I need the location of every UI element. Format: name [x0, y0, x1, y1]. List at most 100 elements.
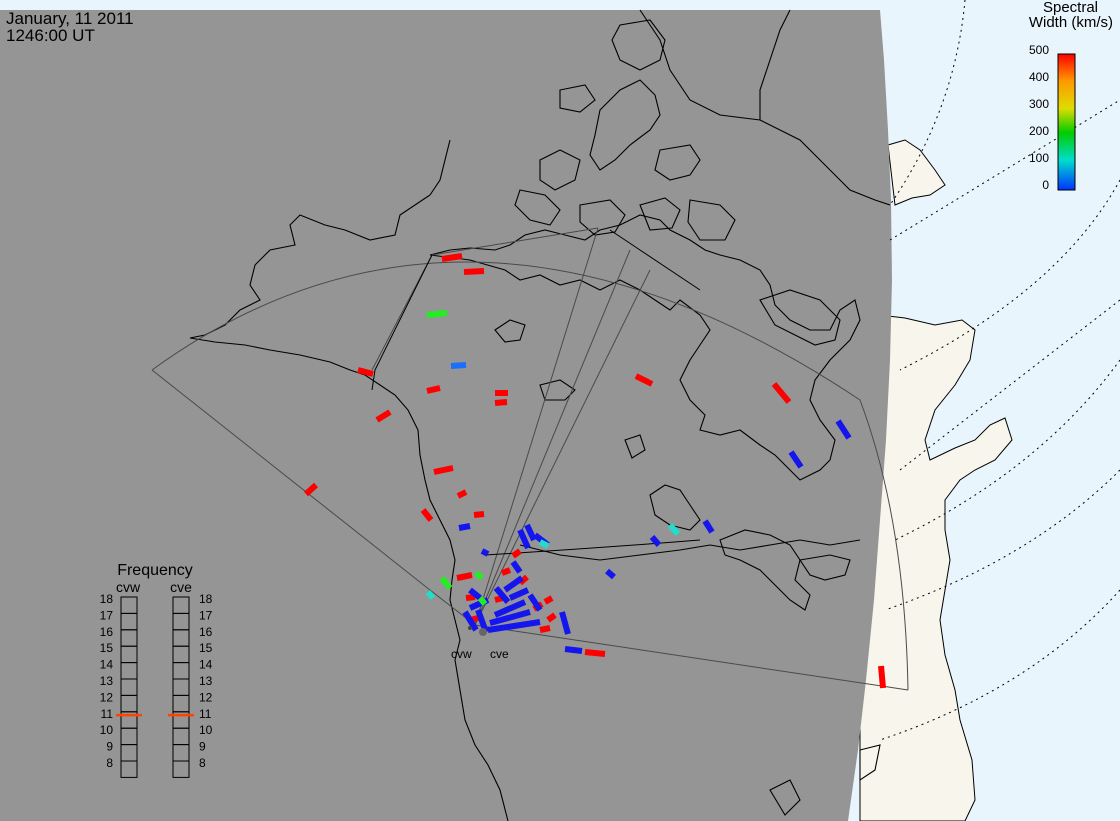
frequency-scale-label: 12: [100, 690, 114, 704]
echo: [508, 587, 530, 601]
frequency-scale-label: 14: [199, 658, 213, 672]
night-region: [0, 10, 892, 821]
frequency-title: Frequency: [117, 562, 193, 579]
colorbar-title-2: Width (km/s): [1029, 14, 1113, 31]
radar-label-cvw: cvw: [451, 647, 472, 661]
radar-fov: [151, 227, 909, 691]
echo: [605, 568, 616, 580]
frequency-col-cvw: cvw: [116, 579, 141, 595]
frequency-scale-label: 9: [199, 740, 206, 754]
colorbar-tick: 200: [1029, 124, 1049, 138]
frequency-scale-label: 11: [101, 707, 114, 721]
echo: [493, 586, 511, 604]
echo: [634, 373, 654, 387]
echo: [456, 489, 468, 499]
echo: [450, 362, 467, 369]
frequency-scale-label: 17: [199, 608, 213, 622]
echo: [465, 594, 476, 601]
echo: [462, 610, 479, 632]
dayside-land-east-coast: [859, 314, 1013, 821]
echo: [702, 519, 715, 534]
frequency-scale-label: 11: [199, 707, 212, 721]
frequency-panel: Frequency cvw cve 18 18 17 17 16 16 15 15 14 14 13…: [100, 562, 213, 778]
echo: [433, 465, 454, 475]
frequency-scale-label: 13: [100, 674, 114, 688]
echo: [439, 576, 453, 590]
frequency-scale-label: 9: [106, 740, 113, 754]
radar-site-marker: [468, 626, 472, 630]
echo: [524, 523, 537, 542]
echo: [564, 646, 583, 654]
echo: [375, 409, 392, 423]
echo: [771, 382, 792, 404]
echo: [510, 560, 523, 574]
frequency-scale-label: 10: [199, 723, 213, 737]
colorbar-tick: 500: [1029, 43, 1049, 57]
colorbar-tick: 100: [1029, 151, 1049, 165]
echo: [425, 590, 436, 600]
frequency-scale-label: 12: [199, 690, 213, 704]
colorbar-scale: [1057, 53, 1076, 191]
radar-echoes: [303, 253, 886, 689]
frequency-cell: [172, 760, 190, 778]
echo: [538, 539, 550, 549]
frequency-col-cve: cve: [170, 579, 192, 595]
echo: [546, 612, 557, 623]
coordinate-grid: [879, 0, 1120, 741]
echo: [473, 511, 485, 518]
frequency-scale-label: 15: [199, 641, 213, 655]
echo: [474, 570, 484, 581]
echo: [426, 385, 441, 394]
echo: [463, 268, 485, 275]
frequency-cell: [120, 760, 138, 778]
echo: [878, 665, 886, 689]
echo: [539, 625, 551, 633]
echo: [527, 593, 543, 612]
echo: [494, 399, 508, 406]
colorbar-tick: 300: [1029, 97, 1049, 111]
echo: [500, 567, 512, 576]
dayside-land-greenland-tip: [887, 139, 946, 206]
frequency-scale-label: 14: [100, 658, 114, 672]
colorbar: Spectral Width (km/s) 500 400 300 200 10…: [1029, 0, 1113, 192]
frequency-scale-label: 16: [100, 625, 114, 639]
echo: [584, 649, 606, 657]
echo: [480, 548, 490, 557]
echo: [441, 253, 463, 262]
echo: [503, 575, 524, 593]
echo: [667, 523, 681, 536]
frequency-scale-label: 10: [100, 723, 114, 737]
frequency-scale-label: 16: [199, 625, 213, 639]
colorbar-tick: 400: [1029, 70, 1049, 84]
frequency-scale-label: 8: [106, 756, 113, 770]
echo: [788, 450, 804, 469]
frequency-scale-label: 18: [199, 592, 213, 606]
echo: [559, 611, 571, 635]
echo: [426, 310, 448, 318]
echo: [511, 548, 522, 559]
echo: [456, 572, 473, 581]
echo: [487, 619, 541, 633]
radar-label-cve: cve: [490, 647, 509, 661]
echo: [357, 367, 374, 377]
frequency-scale-label: 15: [100, 641, 114, 655]
frequency-scale-label: 8: [199, 756, 206, 770]
echo: [649, 535, 662, 547]
echo: [489, 609, 531, 626]
echo: [493, 599, 527, 618]
frequency-scale-label: 18: [100, 592, 114, 606]
echo: [517, 528, 531, 550]
echo: [458, 523, 471, 531]
echo: [420, 508, 434, 522]
colorbar-title-1: Spectral: [1043, 0, 1098, 16]
echo: [468, 587, 482, 601]
frequency-scale-label: 17: [100, 608, 114, 622]
echo: [835, 419, 852, 440]
echo: [303, 482, 319, 497]
date-label: January, 11 2011: [6, 9, 134, 28]
coastlines: [189, 9, 891, 821]
time-label: 1246:00 UT: [6, 26, 95, 45]
echo: [543, 595, 554, 605]
radar-site-marker: [479, 628, 487, 636]
